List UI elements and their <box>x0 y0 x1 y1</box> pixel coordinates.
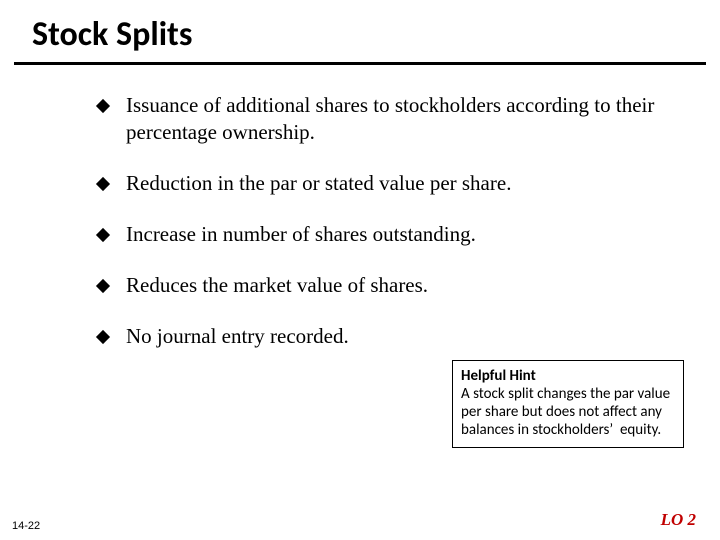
diamond-bullet-icon <box>96 176 110 190</box>
bullet-text: Reduction in the par or stated value per… <box>126 170 511 197</box>
bullet-list: Issuance of additional shares to stockho… <box>98 92 658 374</box>
list-item: No journal entry recorded. <box>98 323 658 350</box>
diamond-bullet-icon <box>96 278 110 292</box>
diamond-bullet-icon <box>96 227 110 241</box>
slide: Stock Splits Issuance of additional shar… <box>0 0 720 540</box>
page-title: Stock Splits <box>32 14 192 55</box>
hint-title: Helpful Hint <box>461 367 675 385</box>
hint-body: A stock split changes the par value per … <box>461 385 675 439</box>
diamond-bullet-icon <box>96 98 110 112</box>
learning-objective: LO 2 <box>661 510 696 530</box>
hint-box: Helpful Hint A stock split changes the p… <box>452 360 684 448</box>
bullet-text: No journal entry recorded. <box>126 323 349 350</box>
bullet-text: Issuance of additional shares to stockho… <box>126 92 658 146</box>
diamond-bullet-icon <box>96 329 110 343</box>
list-item: Increase in number of shares outstanding… <box>98 221 658 248</box>
bullet-text: Reduces the market value of shares. <box>126 272 428 299</box>
list-item: Issuance of additional shares to stockho… <box>98 92 658 146</box>
list-item: Reduces the market value of shares. <box>98 272 658 299</box>
bullet-text: Increase in number of shares outstanding… <box>126 221 476 248</box>
list-item: Reduction in the par or stated value per… <box>98 170 658 197</box>
title-rule <box>14 62 706 65</box>
page-number: 14-22 <box>12 520 40 532</box>
